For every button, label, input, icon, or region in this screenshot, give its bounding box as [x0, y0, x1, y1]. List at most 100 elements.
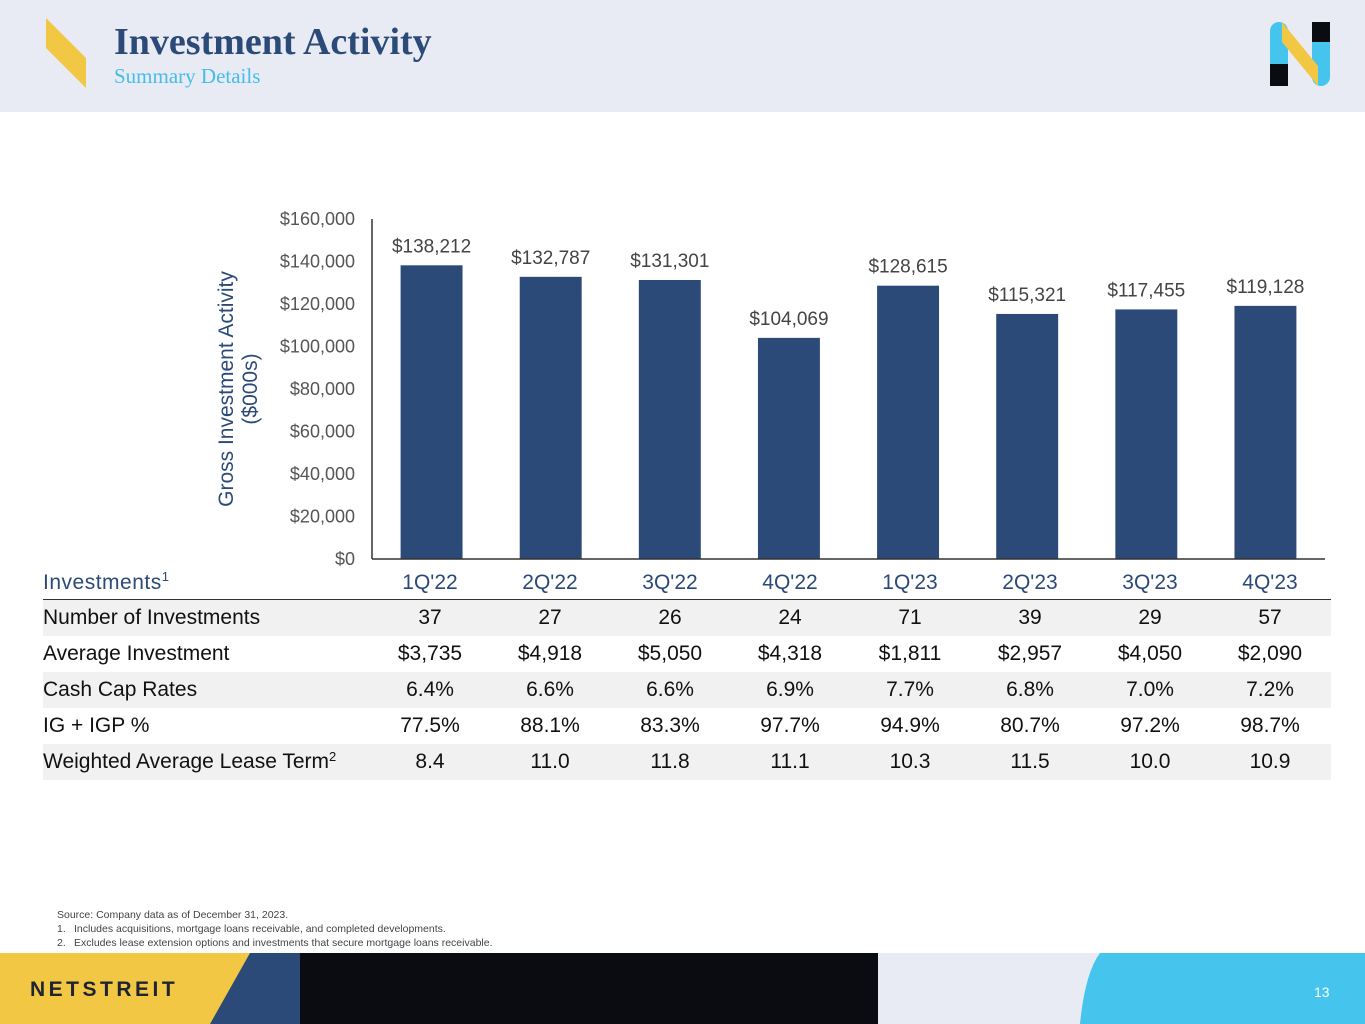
row-label: Weighted Average Lease Term 2: [43, 748, 337, 774]
table-cell: $2,957: [997, 642, 1063, 665]
table-cell: 24: [778, 606, 802, 629]
table-cell: 71: [898, 606, 922, 629]
data-label: $119,128: [1227, 277, 1305, 298]
page-title: Investment Activity: [114, 21, 432, 63]
y-tick-label: $80,000: [290, 379, 355, 399]
table-cell: 57: [1258, 606, 1282, 629]
table-cell: 80.7%: [1000, 714, 1060, 737]
y-tick-label: $140,000: [280, 252, 355, 272]
row-label: Average Investment: [43, 642, 230, 665]
footnote-source: Source: Company data as of December 31, …: [57, 909, 289, 921]
netstreit-logo-icon: [1270, 22, 1330, 86]
data-label: $128,615: [868, 257, 947, 278]
row-label: Number of Investments: [43, 606, 261, 629]
table-cell: 7.7%: [886, 678, 934, 701]
table-cell: 88.1%: [520, 714, 580, 737]
bar: [877, 285, 940, 559]
footer-brand: NETSTREIT: [30, 978, 179, 1001]
table-cell: 11.5: [1010, 750, 1050, 773]
header-bar: Investment Activity Summary Details: [0, 0, 1365, 112]
table-header-label: Investments 1: [43, 569, 170, 594]
y-tick-label: $160,000: [280, 209, 355, 229]
bar: [1115, 309, 1178, 559]
y-axis-title: Gross Investment Activity($000s): [215, 271, 262, 507]
table-cell: $4,050: [1117, 642, 1183, 665]
table-cell: 10.9: [1249, 750, 1291, 773]
investment-bar-chart: Gross Investment Activity($000s) $0 $20,0…: [215, 209, 1325, 569]
column-header: 2Q'22: [522, 570, 578, 594]
table-cell: 7.0%: [1126, 678, 1174, 701]
table-cell: 6.6%: [646, 678, 694, 701]
footnote-2: 2. Excludes lease extension options and i…: [57, 937, 493, 949]
table-cell: 97.2%: [1120, 714, 1180, 737]
column-header: 2Q'23: [1002, 570, 1058, 594]
table-cell: 6.4%: [406, 678, 454, 701]
data-label: $138,212: [392, 236, 471, 257]
data-labels-group: $138,212 $132,787 $131,301 $104,069 $128,615…: [392, 236, 1304, 330]
y-tick-label: $40,000: [290, 464, 355, 484]
row-label: IG + IGP %: [43, 714, 150, 737]
column-header: 4Q'22: [762, 570, 818, 594]
table-cell: 98.7%: [1240, 714, 1300, 737]
footnotes: Source: Company data as of December 31, …: [57, 908, 493, 950]
table-cell: 26: [658, 606, 682, 629]
bars-group: [400, 265, 1297, 559]
bar: [757, 337, 820, 559]
table-cell: $4,918: [517, 642, 583, 665]
table-row: Weighted Average Lease Term 2 8.4 11.0 11.8 1…: [43, 744, 1331, 780]
table-row: Number of Investments 37 27 26 24 71 39 29 57: [43, 600, 1331, 636]
table-cell: 6.8%: [1006, 678, 1054, 701]
column-header: 3Q'23: [1122, 570, 1178, 594]
investments-table: Investments 1 1Q'22 2Q'22 3Q'22 4Q'22 1Q'23 2Q…: [43, 566, 1331, 780]
table-cell: 83.3%: [640, 714, 700, 737]
table-cell: 8.4: [415, 750, 445, 773]
y-tick-label: $20,000: [290, 507, 355, 527]
bar: [400, 265, 463, 559]
table-cell: 10.0: [1129, 750, 1171, 773]
bar: [638, 279, 701, 559]
table-cell: 97.7%: [760, 714, 820, 737]
table-cell: $3,735: [397, 642, 463, 665]
page-number: 13: [1314, 984, 1330, 1000]
y-axis-label: Gross Investment Activity($000s): [215, 271, 262, 507]
y-tick-label: $100,000: [280, 337, 355, 357]
column-header: 1Q'23: [882, 570, 938, 594]
table-cell: 27: [538, 606, 562, 629]
bar: [519, 276, 582, 559]
table-cell: 94.9%: [880, 714, 940, 737]
table-cell: 29: [1138, 606, 1162, 629]
footer-bar: [0, 953, 1365, 1024]
chevron-accent-icon: [46, 18, 86, 88]
y-tick-label: $0: [335, 549, 355, 569]
table-row: Cash Cap Rates 6.4% 6.6% 6.6% 6.9% 7.7% 6.8% 7.…: [43, 672, 1331, 708]
page-subtitle: Summary Details: [114, 64, 261, 88]
y-tick-label: $120,000: [280, 294, 355, 314]
data-label: $104,069: [749, 309, 828, 330]
table-cell: 11.8: [650, 750, 690, 773]
table-cell: 37: [418, 606, 442, 629]
table-row: Average Investment $3,735 $4,918 $5,050 $4,3…: [43, 636, 1331, 672]
y-tick-label: $60,000: [290, 422, 355, 442]
data-label: $115,321: [988, 285, 1066, 306]
data-label: $132,787: [511, 248, 590, 269]
table-cell: 11.1: [770, 750, 810, 773]
table-cell: 10.3: [889, 750, 931, 773]
bar: [1234, 305, 1297, 559]
bar: [996, 313, 1059, 559]
footnote-1: 1. Includes acquisitions, mortgage loans …: [57, 923, 446, 935]
table-cell: $5,050: [637, 642, 703, 665]
table-cell: 6.9%: [766, 678, 814, 701]
data-label: $117,455: [1107, 280, 1185, 301]
data-label: $131,301: [630, 251, 709, 272]
table-cell: $1,811: [878, 642, 942, 665]
table-header-row: Investments 1 1Q'22 2Q'22 3Q'22 4Q'22 1Q'23 2Q…: [43, 566, 1331, 600]
table-cell: 39: [1018, 606, 1042, 629]
table-cell: $2,090: [1237, 642, 1303, 665]
table-cell: $4,318: [757, 642, 823, 665]
table-cell: 6.6%: [526, 678, 574, 701]
table-cell: 11.0: [530, 750, 570, 773]
table-row: IG + IGP % 77.5% 88.1% 83.3% 97.7% 94.9% 80.7%…: [43, 708, 1331, 744]
column-header: 1Q'22: [402, 570, 458, 594]
table-cell: 77.5%: [400, 714, 460, 737]
row-label: Cash Cap Rates: [43, 678, 198, 701]
